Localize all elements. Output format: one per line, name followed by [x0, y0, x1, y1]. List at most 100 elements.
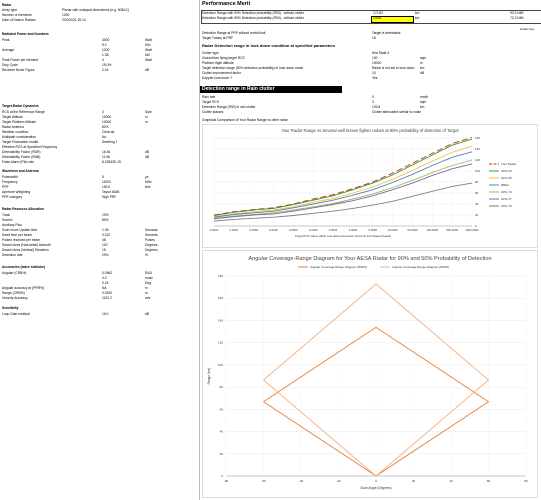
- row-label: Clutter type: [202, 51, 219, 55]
- series-line-apg-68: [213, 145, 473, 218]
- row-label: Search Area (Vertical) Elevation: [2, 248, 49, 252]
- angular-coverage-chart: Angular Coverage-Range Diagram for Your …: [202, 250, 538, 498]
- row-unit: m: [420, 61, 423, 65]
- row-label: Target Fluctuation model: [2, 140, 39, 144]
- lookdown-title: Radar Detection range in look down condi…: [202, 43, 336, 48]
- x-axis-label: Scan Angle (Degrees): [360, 486, 391, 490]
- x-tick-label: 1000.0000: [465, 228, 479, 232]
- row-value: 150.0: [102, 185, 111, 189]
- row-unit: Seconds: [145, 233, 158, 237]
- row-label: Array type: [2, 8, 18, 12]
- dynamics-section-title: Target-Radar Dynamics: [2, 104, 39, 108]
- row-unit: km: [415, 16, 420, 20]
- y-tick-label: 100: [475, 169, 480, 173]
- row-value: 48: [102, 238, 106, 242]
- row-value: 10000: [102, 120, 112, 124]
- row-value: 10: [372, 71, 376, 75]
- x-tick-label: 80: [524, 479, 528, 483]
- row-value: 10000: [372, 61, 382, 65]
- row-value: 100: [372, 56, 378, 60]
- row-value: 20%: [102, 253, 109, 257]
- x-tick-label: -80: [224, 479, 229, 483]
- series-line-apg-79: [213, 182, 473, 222]
- row-value: Yes: [372, 76, 378, 80]
- row-unit: km: [420, 66, 425, 70]
- row-value: 0.24: [102, 281, 109, 285]
- legend-entry: APG-79: [501, 204, 512, 208]
- row-unit: Pulses: [145, 238, 155, 242]
- y-tick-label: 120: [475, 158, 480, 162]
- row-unit: dB: [420, 71, 425, 75]
- coverage-r90: [263, 326, 490, 477]
- row-label: Multipath consideration: [2, 135, 36, 139]
- row-label: Detectability Factor (RNB): [2, 155, 41, 159]
- radar-section-title: Radar: [2, 3, 12, 7]
- y-tick-label: 160: [475, 136, 480, 140]
- row-value: Clutter attenuated similar to noise: [372, 110, 422, 114]
- row-value: 2/20/2021 20:14: [62, 18, 86, 22]
- legend-entry: RBE2: [501, 183, 509, 187]
- row-value: 2.04: [102, 68, 109, 72]
- row-label: Search: [2, 218, 13, 222]
- row-value: 3: [372, 100, 374, 104]
- row-unit: Degrees: [145, 248, 158, 252]
- row-value: 5.0: [102, 43, 107, 47]
- y-tick-label: 60: [220, 407, 224, 411]
- r90-highlight-cell[interactable]: [371, 16, 414, 23]
- power-section-title: Radiated Power and Numbers: [2, 32, 49, 36]
- row-value: 1.36: [102, 228, 109, 232]
- row-unit: dB: [145, 312, 150, 316]
- row-value: 16.46: [102, 150, 111, 154]
- row-value: Swerling 1: [102, 140, 118, 144]
- row-unit: sqm: [420, 100, 427, 104]
- rain-title-bar: Detection range in Rain clutter: [200, 86, 342, 93]
- chart-title: Angular Coverage-Range Diagram for Your …: [248, 256, 491, 262]
- row-label: Loop Gain residual: [2, 312, 30, 316]
- x-tick-label: 0.0500: [289, 228, 298, 232]
- row-label: Ground/low flying target RCS: [202, 56, 245, 60]
- row-value: NA: [102, 286, 107, 290]
- allocation-section-title: Radar Resource Allocation: [2, 207, 45, 211]
- row-value: 11000: [102, 180, 111, 184]
- y-tick-label: 100: [218, 363, 223, 367]
- row-label: Effective RCS at Specified Frequency: [2, 145, 58, 149]
- row-label: Number of elements: [2, 13, 32, 17]
- x-tick-label: 20: [412, 479, 416, 483]
- row-label: PRF category: [2, 195, 23, 199]
- row-label: Clutter improvement factor: [202, 71, 241, 75]
- row-unit: km: [420, 105, 425, 109]
- row-unit: mrad: [145, 276, 153, 280]
- x-tick-label: 100.0000: [426, 228, 438, 232]
- row-value: Planar with uniequal dimensions (e.g. N3…: [62, 8, 130, 12]
- y-tick-label: 20: [220, 452, 224, 456]
- row-value: 4000: [102, 38, 110, 42]
- x-tick-label: -20: [336, 479, 341, 483]
- x-tick-label: 0.0010: [230, 228, 239, 232]
- row-value: 1200: [102, 48, 110, 52]
- row-value: 1200: [62, 13, 70, 17]
- row-value: 0.022: [102, 233, 111, 237]
- row-label: RCS at the Reference Range: [2, 110, 45, 114]
- x-tick-label: 40: [449, 479, 453, 483]
- row-value: 133.8: [372, 105, 381, 109]
- chart-frame: [202, 124, 538, 248]
- merit-title: Performance Merit: [202, 1, 251, 7]
- row-unit: Degrees: [145, 243, 158, 247]
- row-value: Sea State 4: [372, 51, 390, 55]
- x-tick-label: 0.1000: [309, 228, 318, 232]
- row-unit: m/s: [145, 296, 151, 300]
- legend-entry: Angular Coverage-Range Diagram (R50%): [392, 265, 449, 269]
- row-value: High PRF: [102, 195, 117, 199]
- row-unit: µs: [145, 175, 149, 179]
- y-tick-label: 40: [220, 430, 224, 434]
- row-label: Detection Range with 90% Detection proba…: [202, 16, 305, 20]
- row-unit: km: [415, 11, 420, 15]
- row-value: Clear air: [102, 130, 115, 134]
- row-value: 5: [102, 175, 104, 179]
- legend-entry: APG-63: [501, 169, 512, 173]
- legend-entry: Angular Coverage-Range Diagram (R90%): [310, 265, 367, 269]
- merit-extra-label2: Target Tracks at PRF: [202, 36, 233, 40]
- row-unit: Watt: [145, 48, 152, 52]
- row-label: Radar Antenna: [2, 125, 24, 129]
